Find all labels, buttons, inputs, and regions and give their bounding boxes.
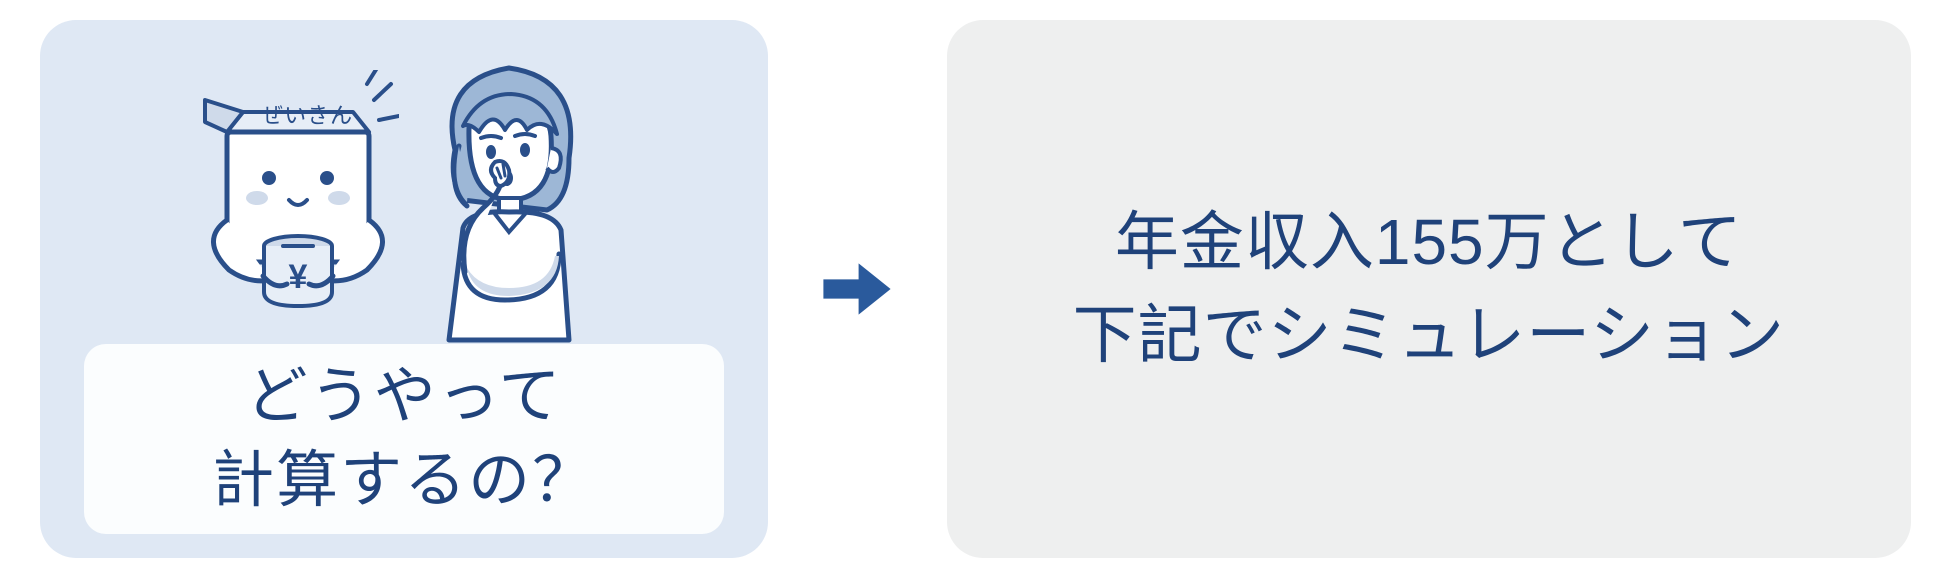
woman-thinking-icon [409, 50, 609, 350]
answer-card: 年金収入155万として 下記でシミュレーション [947, 20, 1911, 558]
answer-line-1: 年金収入155万として [1115, 196, 1743, 289]
illustration-area: ¥ ぜいきん [40, 40, 768, 360]
arrow-right-icon [808, 239, 906, 339]
question-line-2: 計算するの？ [212, 439, 596, 523]
svg-text:¥: ¥ [289, 258, 308, 296]
answer-line-2: 下記でシミュレーション [1073, 289, 1785, 382]
tax-box-character-icon: ¥ ぜいきん [199, 70, 399, 330]
question-text-panel: どうやって 計算するの？ [84, 344, 724, 534]
question-card: ¥ ぜいきん [40, 20, 768, 558]
question-line-1: どうやって [246, 355, 563, 439]
tax-box-label: ぜいきん [261, 98, 353, 130]
